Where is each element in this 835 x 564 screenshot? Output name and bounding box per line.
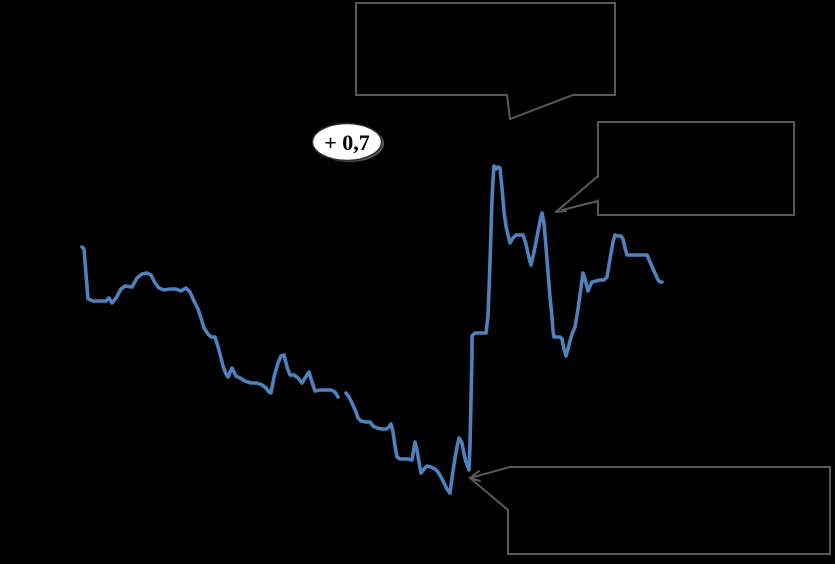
- callout-bottom-right-box: [467, 466, 831, 555]
- annotation-bubble-ellipse: [311, 122, 383, 162]
- callout-bottom-right-arrowhead-icon: [469, 470, 481, 482]
- callout-top-box: [355, 2, 616, 121]
- annotation-bubble: + 0,7: [311, 122, 384, 162]
- data-series-group: [80, 164, 664, 495]
- callout-bottom-right: [467, 466, 831, 555]
- callout-right: [555, 121, 795, 216]
- data-series-line: [344, 164, 664, 495]
- data-series-line: [80, 245, 340, 399]
- callout-right-arrowhead-icon: [555, 203, 567, 213]
- callout-top: [355, 2, 616, 121]
- annotation-bubble-label: + 0,7: [324, 130, 370, 155]
- callout-right-box: [597, 121, 795, 216]
